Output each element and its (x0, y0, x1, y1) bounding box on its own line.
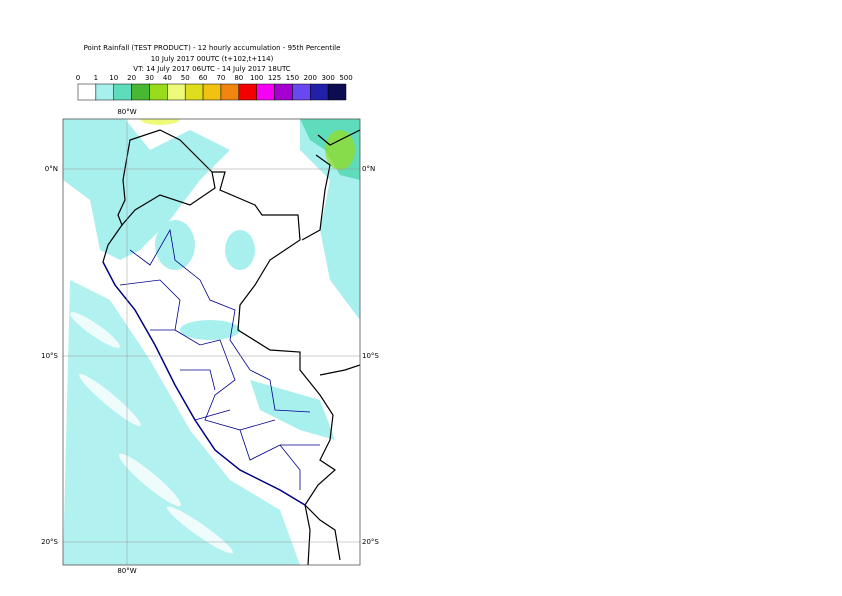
lat-label: 10°S (41, 352, 58, 360)
legend-label: 150 (286, 74, 299, 82)
legend-swatch (292, 83, 311, 101)
legend-label: 0 (76, 74, 80, 82)
map (63, 119, 360, 565)
base-time: 10 July 2017 00UTC (t+102,t+114) (151, 55, 274, 63)
legend-label: 80 (234, 74, 243, 82)
legend-swatch (184, 83, 204, 101)
lat-label: 0°N (45, 165, 58, 173)
lat-label: 10°S (362, 352, 379, 360)
map-frame (62, 118, 361, 566)
title: Point Rainfall (TEST PRODUCT) - 12 hourl… (84, 44, 341, 52)
legend-swatch (131, 83, 150, 101)
legend-label: 30 (145, 74, 154, 82)
valid-time: VT: 14 July 2017 06UTC - 14 July 2017 18… (133, 65, 291, 73)
legend-swatch (310, 83, 329, 101)
legend-label: 200 (304, 74, 317, 82)
legend-swatch (256, 83, 275, 101)
lon-label: 80°W (117, 567, 136, 575)
lat-label: 0°N (362, 165, 375, 173)
legend-swatch (77, 83, 97, 101)
legend-label: 100 (250, 74, 263, 82)
lon-label: 80°W (117, 108, 136, 116)
legend-swatch (238, 83, 257, 101)
legend-label: 50 (181, 74, 190, 82)
lat-label: 20°S (362, 538, 379, 546)
legend-label: 40 (163, 74, 172, 82)
legend-swatch (202, 83, 222, 101)
legend-swatch (167, 83, 186, 101)
legend-label: 70 (216, 74, 225, 82)
legend-swatch (274, 83, 293, 101)
legend: 0 1 10 20 30 40 50 60 70 80 100 125 150 200 300 500 (76, 74, 353, 101)
lat-label: 20°S (41, 538, 58, 546)
legend-swatch (113, 83, 132, 101)
legend-label: 500 (339, 74, 352, 82)
legend-label: 300 (321, 74, 334, 82)
legend-swatch (95, 83, 114, 101)
legend-swatch (220, 83, 240, 101)
legend-label: 20 (127, 74, 136, 82)
legend-swatch (149, 83, 168, 101)
legend-swatch (327, 83, 347, 101)
legend-label: 60 (199, 74, 208, 82)
legend-label: 10 (109, 74, 118, 82)
legend-label: 1 (94, 74, 98, 82)
legend-label: 125 (268, 74, 281, 82)
